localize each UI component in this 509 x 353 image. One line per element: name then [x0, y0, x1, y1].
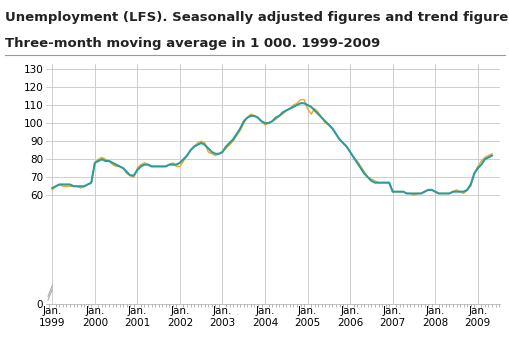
Trend: [435, 191, 441, 196]
Trend: [162, 164, 168, 168]
Text: Three-month moving average in 1 000. 1999-2009: Three-month moving average in 1 000. 199…: [5, 37, 380, 50]
Seasonally adjusted: [435, 191, 441, 196]
Trend: [49, 186, 55, 190]
Trend: [467, 183, 473, 187]
Seasonally adjusted: [325, 123, 331, 127]
Seasonally adjusted: [410, 193, 416, 197]
Line: Seasonally adjusted: Seasonally adjusted: [52, 100, 491, 195]
Trend: [325, 123, 331, 127]
Seasonally adjusted: [152, 164, 158, 168]
Text: Unemployment (LFS). Seasonally adjusted figures and trend figures.: Unemployment (LFS). Seasonally adjusted …: [5, 11, 509, 24]
Trend: [488, 154, 494, 158]
Trend: [297, 101, 303, 105]
Trend: [403, 191, 409, 196]
Line: Trend: Trend: [52, 103, 491, 193]
Seasonally adjusted: [488, 152, 494, 156]
Trend: [152, 164, 158, 168]
Seasonally adjusted: [467, 184, 473, 189]
Trend: [425, 188, 431, 192]
Seasonally adjusted: [425, 188, 431, 192]
Seasonally adjusted: [162, 164, 168, 168]
Seasonally adjusted: [297, 97, 303, 102]
Seasonally adjusted: [49, 188, 55, 192]
